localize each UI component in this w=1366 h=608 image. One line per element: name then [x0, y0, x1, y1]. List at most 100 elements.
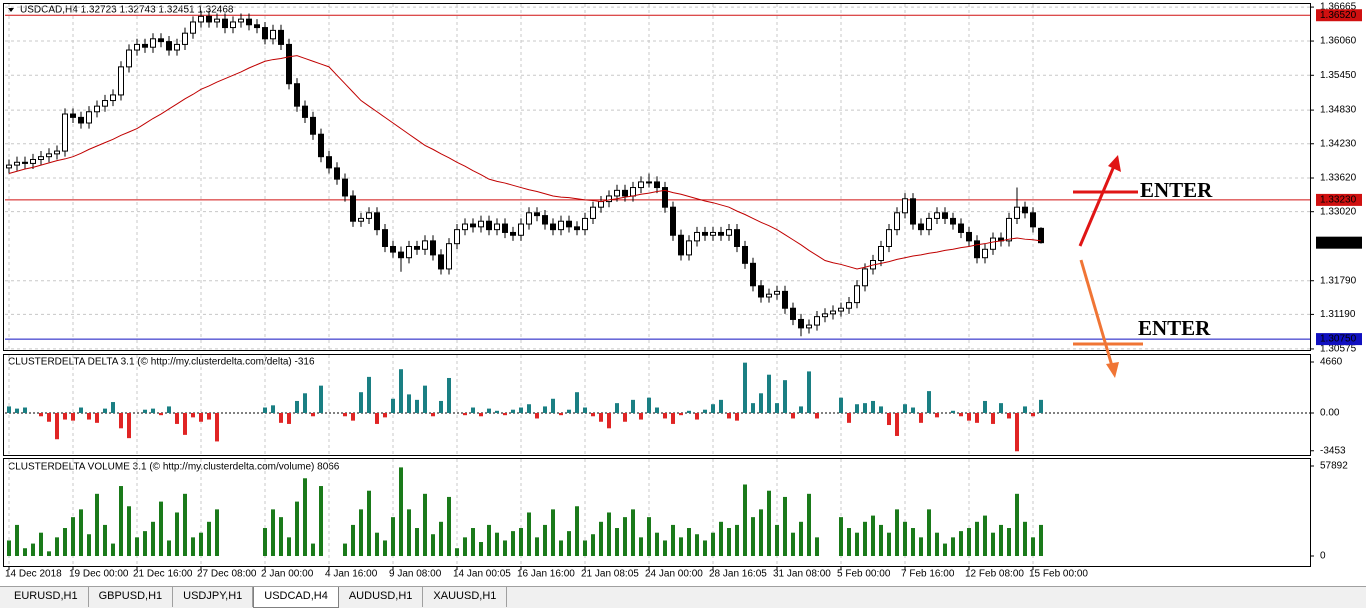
- tab[interactable]: GBPUSD,H1: [89, 587, 174, 607]
- bar: [607, 412, 611, 429]
- x-tick-label: 19 Dec 00:00: [69, 569, 129, 580]
- bar: [999, 403, 1003, 413]
- bar: [695, 412, 699, 420]
- candle-body: [382, 229, 388, 247]
- bar: [1007, 412, 1011, 419]
- bar: [679, 537, 683, 557]
- candle-body: [158, 38, 164, 43]
- bar: [911, 407, 915, 413]
- bar: [703, 409, 707, 413]
- bar: [783, 496, 787, 557]
- candle-body: [582, 217, 588, 231]
- chart-title: USDCAD,H4 1.32723 1.32743 1.32451 1.3246…: [20, 5, 234, 16]
- tab[interactable]: AUDUSD,H1: [339, 587, 424, 607]
- bar: [983, 400, 987, 413]
- tab[interactable]: USDJPY,H1: [173, 587, 254, 607]
- candle-body: [654, 181, 660, 189]
- x-tick-label: 4 Jan 16:00: [325, 569, 378, 580]
- bar: [887, 532, 891, 557]
- bar: [967, 412, 971, 421]
- candle-body: [166, 41, 172, 51]
- candle-body: [1006, 217, 1012, 242]
- candle-body: [30, 158, 36, 164]
- candle-body: [414, 245, 420, 250]
- bar: [167, 540, 171, 557]
- bar: [911, 528, 915, 557]
- candle-body: [342, 178, 348, 197]
- x-tick-label: 21 Dec 16:00: [133, 569, 193, 580]
- candle-body: [726, 229, 732, 236]
- bar: [95, 493, 99, 557]
- bar: [847, 412, 851, 423]
- candle-body: [614, 189, 620, 197]
- candle-body: [38, 156, 44, 160]
- tab[interactable]: EURUSD,H1: [4, 587, 89, 607]
- bar: [279, 517, 283, 557]
- bar: [551, 509, 555, 557]
- tab[interactable]: XAUUSD,H1: [423, 587, 508, 607]
- bar: [511, 409, 515, 413]
- bar: [63, 528, 67, 557]
- candle-body: [902, 198, 908, 214]
- bar: [71, 517, 75, 557]
- candle-body: [254, 24, 260, 29]
- candle-body: [230, 21, 236, 29]
- bar: [1007, 528, 1011, 557]
- bar: [519, 407, 523, 413]
- bar: [959, 531, 963, 557]
- bar: [15, 524, 19, 557]
- candle-body: [358, 217, 364, 222]
- bar: [391, 398, 395, 413]
- bar: [655, 407, 659, 413]
- bar: [1031, 412, 1035, 417]
- bar: [503, 412, 507, 416]
- bar: [351, 524, 355, 557]
- bar: [863, 403, 867, 413]
- candle-body: [990, 237, 996, 250]
- bar: [687, 528, 691, 557]
- candle-body: [406, 245, 412, 259]
- bar: [655, 532, 659, 557]
- bar: [375, 532, 379, 557]
- y-tick-label: 1.35450: [1320, 70, 1357, 81]
- candle-body: [662, 187, 668, 208]
- bar: [1023, 521, 1027, 557]
- bar: [687, 410, 691, 413]
- candle-body: [150, 38, 156, 48]
- candle-body: [294, 83, 300, 107]
- bar: [1031, 537, 1035, 557]
- candle-body: [678, 234, 684, 256]
- candle-body: [86, 111, 92, 124]
- bar: [551, 398, 555, 413]
- price-pane: [3, 3, 1311, 351]
- pane-title: CLUSTERDELTA DELTA 3.1 (© http://my.clus…: [8, 357, 315, 368]
- bar: [55, 537, 59, 557]
- bar: [447, 377, 451, 413]
- bar: [295, 400, 299, 413]
- bar: [871, 515, 875, 557]
- x-tick-label: 16 Jan 16:00: [517, 569, 575, 580]
- candle-body: [302, 105, 308, 118]
- bar: [679, 412, 683, 416]
- bar: [359, 392, 363, 413]
- bar: [279, 412, 283, 423]
- bar: [175, 412, 179, 424]
- y-tick-label: 1.33620: [1320, 173, 1357, 184]
- bar: [975, 412, 979, 423]
- bar: [351, 412, 355, 421]
- bar: [935, 412, 939, 418]
- bar: [1015, 412, 1019, 452]
- bar: [743, 484, 747, 557]
- candle-body: [6, 164, 12, 169]
- bar: [127, 506, 131, 557]
- bar: [495, 410, 499, 413]
- bar: [799, 521, 803, 557]
- bar: [503, 540, 507, 557]
- level-box: [1316, 9, 1362, 22]
- bar: [151, 521, 155, 557]
- tab[interactable]: USDCAD,H4: [253, 587, 339, 608]
- bar: [567, 531, 571, 557]
- candle-body: [118, 66, 124, 96]
- bar: [583, 540, 587, 557]
- x-tick-label: 2 Jan 00:00: [261, 569, 314, 580]
